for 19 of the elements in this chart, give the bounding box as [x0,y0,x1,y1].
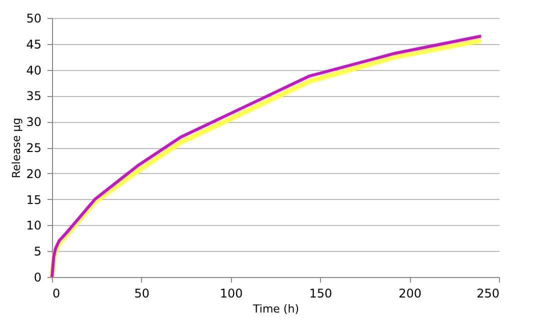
y-tick-label: 30 [26,115,42,130]
y-tick-label: 10 [26,218,42,233]
y-tick-label: 20 [26,166,42,181]
y-axis-title: Release µg [10,118,24,178]
y-tick-label: 25 [26,141,42,155]
x-tick-label: 50 [134,286,150,300]
x-tick-label: 150 [309,286,332,300]
y-tick-label: 50 [26,12,42,26]
y-tick-label: 40 [26,63,42,78]
y-tick-label: 0 [34,270,42,284]
x-tick-label: 100 [220,286,243,300]
x-tick-label: 0 [52,286,60,300]
y-tick-label: 45 [26,37,42,52]
x-tick-label: 200 [398,286,422,300]
y-tick-label: 15 [26,192,42,207]
y-tick-label: 35 [26,89,42,104]
x-axis-title: Time (h) [252,302,299,316]
y-tick-label: 5 [34,244,42,259]
x-tick-label: 250 [476,286,500,300]
